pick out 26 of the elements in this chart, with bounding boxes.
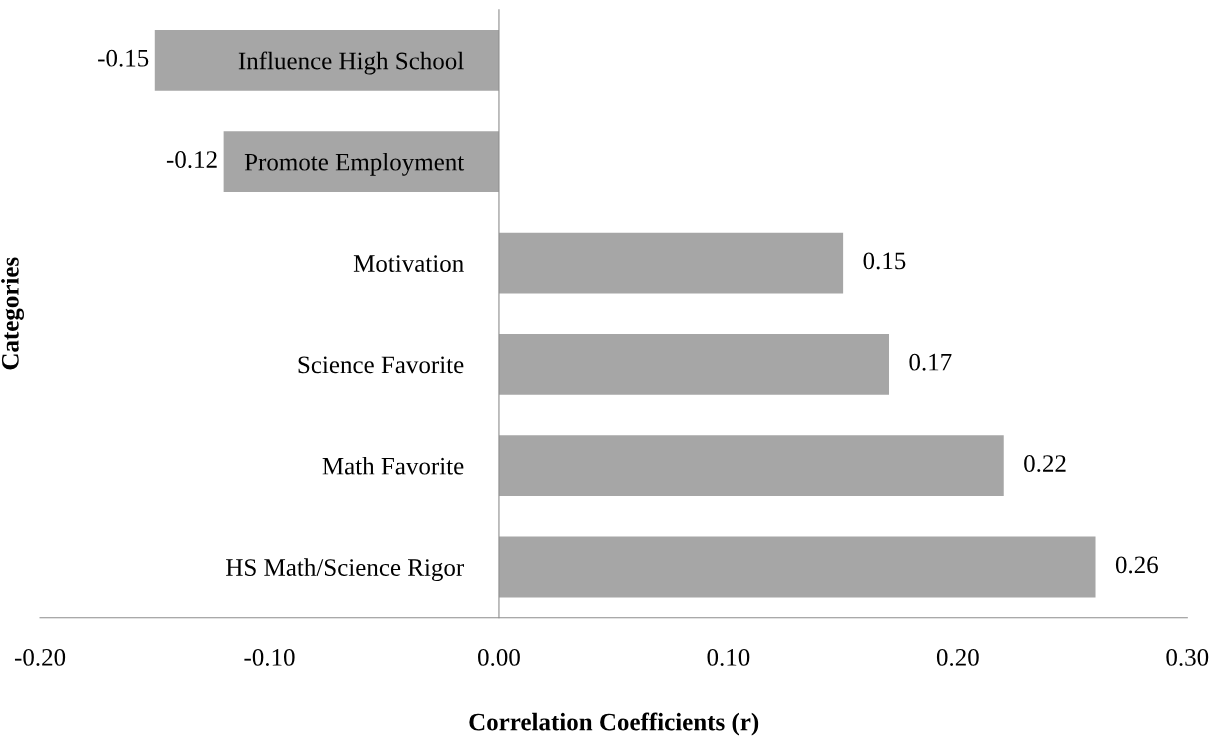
bar (498, 333, 890, 395)
x-tick-label: 0.20 (936, 648, 979, 666)
y-tick-label: Motivation (353, 255, 464, 272)
data-label: 0.22 (1024, 455, 1066, 473)
y-tick-label: Promote Employment (244, 153, 465, 176)
x-tick-label: 0.10 (707, 648, 750, 666)
y-tick-label: HS Math/Science Rigor (226, 558, 465, 582)
x-tick-label: 0.30 (1166, 648, 1209, 666)
bar (498, 435, 1004, 497)
data-label: 0.26 (1115, 556, 1158, 574)
data-label: -0.15 (98, 49, 149, 67)
x-axis-title: Correlation Coefficients (r) (469, 712, 759, 736)
bar (498, 232, 844, 294)
data-label: -0.12 (166, 151, 217, 169)
bar (223, 131, 499, 193)
y-tick-label: Science Favorite (298, 356, 464, 374)
data-label: 0.15 (863, 252, 906, 270)
y-axis-title: Categories (1, 257, 24, 370)
bar (498, 536, 1096, 598)
x-tick-label: -0.20 (14, 648, 66, 666)
y-tick-label: Math Favorite (322, 457, 464, 475)
bar (154, 29, 499, 91)
data-label: 0.17 (909, 353, 952, 371)
x-tick-label: -0.10 (244, 648, 295, 666)
x-tick-label: 0.00 (478, 648, 520, 666)
y-tick-label: Influence High School (238, 51, 464, 75)
